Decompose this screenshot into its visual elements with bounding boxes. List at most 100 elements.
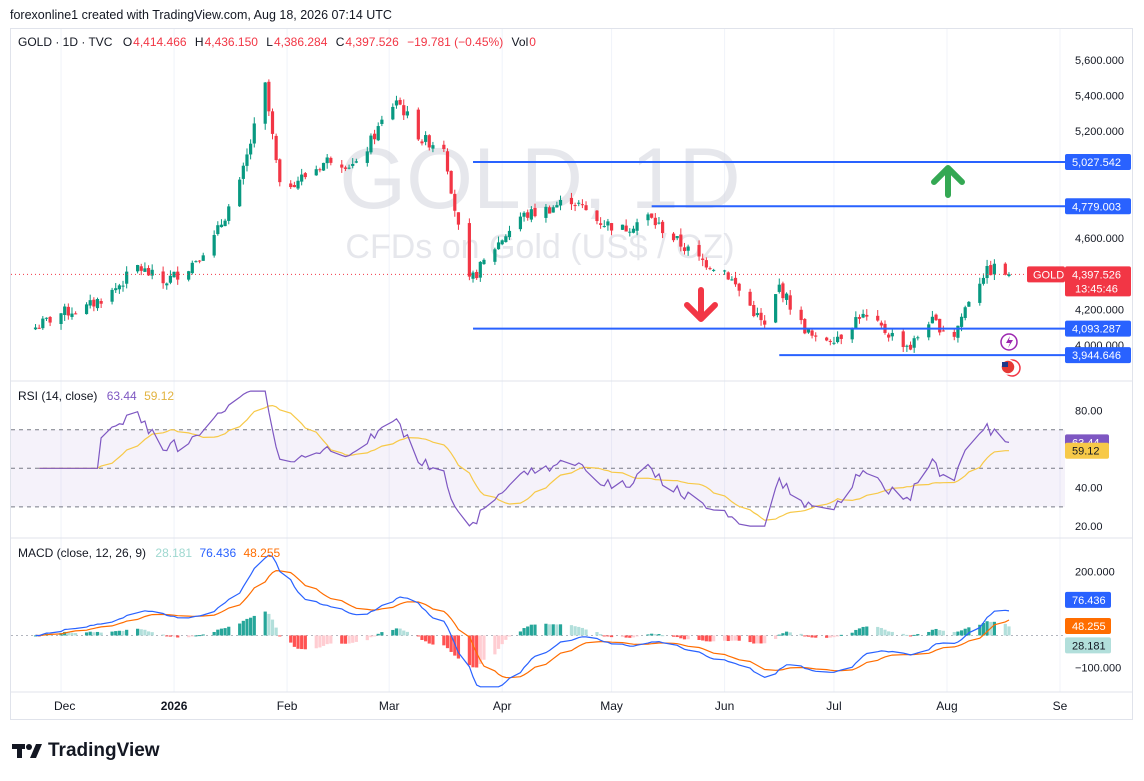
macd-histogram-bar (671, 635, 676, 637)
candle-down (278, 159, 282, 183)
macd-histogram-bar (478, 635, 482, 664)
macd-histogram-bar (865, 626, 869, 636)
macd-histogram-bar (599, 634, 603, 636)
macd-histogram-bar (981, 623, 986, 636)
macd-histogram-bar (496, 635, 501, 649)
candle-down (274, 135, 278, 161)
macd-histogram-bar (289, 635, 293, 643)
rsi-title[interactable]: RSI (14, close) (18, 389, 98, 403)
time-axis-tick: 2026 (161, 699, 188, 713)
candle-up (722, 270, 727, 272)
macd-histogram-bar (748, 635, 752, 643)
macd-histogram-bar (99, 632, 103, 636)
candle-down (650, 213, 654, 218)
candle-down (748, 291, 752, 306)
macd-histogram-bar (912, 634, 916, 636)
candle-up (806, 328, 811, 333)
macd-histogram-bar (646, 634, 650, 636)
macd-histogram-bar (806, 635, 811, 637)
macd-histogram-bar (303, 635, 307, 650)
close-value: 4,397.526 (345, 35, 399, 49)
macd-histogram-bar (114, 631, 118, 636)
candle-down (697, 245, 701, 257)
macd-histogram-bar (814, 635, 818, 638)
candle-down (624, 225, 628, 232)
candle-up (394, 100, 399, 106)
candle-up (241, 165, 245, 179)
macd-histogram-bar (391, 629, 395, 636)
rsi-legend: RSI (14, close) 63.44 59.12 (18, 389, 174, 403)
symbol-label[interactable]: GOLD · 1D · TVC (18, 35, 113, 49)
candle-up (380, 119, 384, 124)
macd-histogram-bar (584, 629, 588, 636)
last-price-tag (1065, 266, 1131, 297)
macd-histogram-bar (544, 623, 548, 636)
macd-histogram-bar (216, 629, 220, 636)
macd-histogram-bar (143, 629, 147, 636)
macd-histogram-bar (219, 628, 224, 636)
macd-histogram-bar (558, 624, 563, 636)
macd-histogram-bar (110, 631, 114, 636)
macd-value-tag (1065, 591, 1111, 608)
candle-up (606, 221, 610, 226)
macd-histogram-bar (839, 634, 843, 636)
macd-histogram-bar (701, 635, 705, 641)
candle-up (854, 317, 858, 329)
time-axis-tick: Mar (379, 699, 400, 713)
macd-histogram-bar (861, 626, 865, 636)
macd-histogram-bar (161, 634, 165, 636)
macd-histogram-bar (318, 635, 322, 648)
macd-histogram-value-label: 28.181 (1072, 640, 1106, 652)
macd-histogram-bar (825, 635, 829, 638)
candle-up (136, 265, 140, 272)
price-axis-tick: 5,400.000 (1075, 91, 1124, 103)
candle-down (453, 193, 457, 211)
candle-down (569, 197, 574, 205)
level-price-label: 4,779.003 (1072, 201, 1121, 213)
candle-up (478, 261, 482, 278)
candle-down (176, 271, 180, 280)
candle-up (365, 151, 369, 163)
macd-histogram-bar (781, 633, 785, 636)
candle-up (850, 328, 854, 340)
candle-down (445, 151, 450, 172)
candle-up (482, 259, 486, 265)
candle-up (70, 313, 74, 317)
candle-up (992, 263, 996, 275)
macd-histogram-bar (121, 630, 125, 636)
macd-histogram-bar (125, 629, 129, 636)
macd-histogram-bar (70, 632, 74, 636)
macd-histogram-bar (63, 631, 67, 636)
macd-histogram-bar (380, 632, 384, 636)
macd-histogram-bar (146, 631, 151, 636)
time-axis-tick: Jun (715, 699, 734, 713)
candle-up (916, 337, 920, 339)
tradingview-brand: TradingView (48, 740, 160, 761)
tradingview-footer[interactable]: TradingView (12, 740, 160, 762)
macd-histogram-bar (901, 633, 905, 636)
macd-histogram-bar (365, 635, 369, 641)
arrow-up-icon (931, 165, 965, 198)
candle-down (37, 327, 41, 329)
open-label: O (122, 35, 133, 49)
candle-down (839, 334, 843, 339)
macd-histogram-bar (292, 635, 296, 647)
candle-up (187, 271, 191, 280)
candle-down (420, 141, 424, 144)
macd-histogram-bar (74, 633, 78, 636)
candle-up (59, 313, 63, 325)
macd-histogram-bar (657, 634, 661, 636)
candle-up (354, 161, 358, 163)
macd-title[interactable]: MACD (close, 12, 26, 9) (18, 546, 147, 560)
candle-up (95, 298, 100, 309)
candle-up (529, 209, 533, 220)
macd-histogram-bar (799, 633, 803, 636)
watermark-title: GOLD, 1D (339, 131, 740, 227)
time-axis-tick: Feb (277, 699, 298, 713)
us-flag-canton-icon (1002, 362, 1008, 367)
candle-up (125, 271, 129, 284)
macd-histogram-bar (117, 630, 121, 636)
candle-down (609, 223, 614, 231)
candle-up (88, 300, 92, 306)
